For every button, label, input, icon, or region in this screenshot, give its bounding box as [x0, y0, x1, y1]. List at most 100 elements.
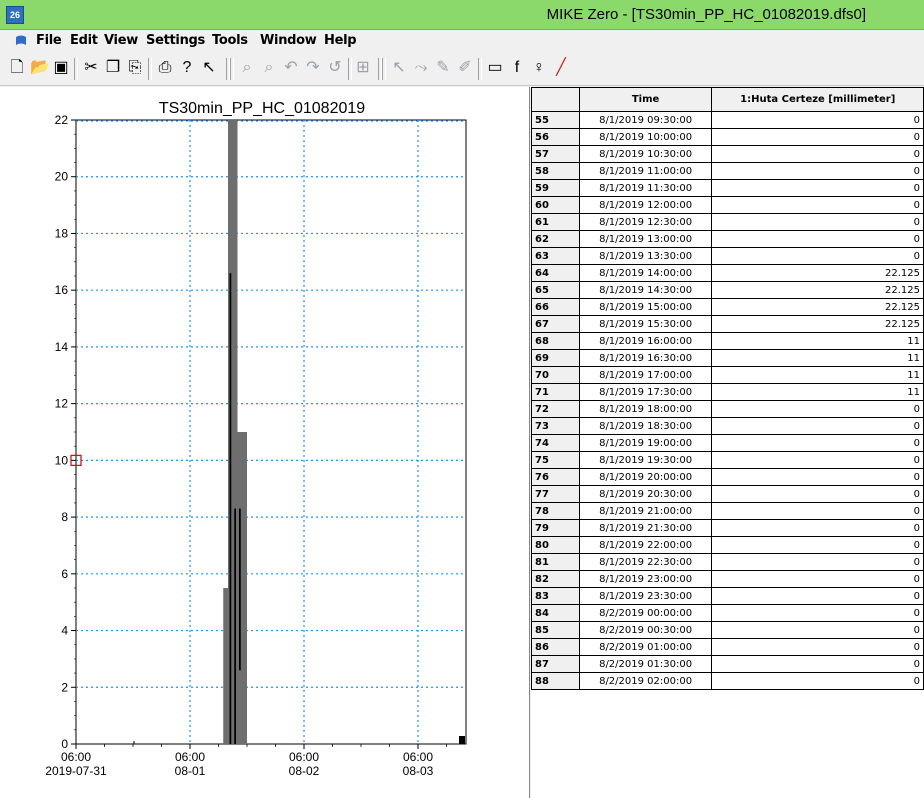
zoom-next-icon[interactable]: ↷ [306, 59, 320, 76]
row-index-cell[interactable]: 71 [531, 383, 580, 401]
menu-window[interactable]: Window [260, 33, 317, 48]
zoom-out-icon[interactable]: ⌕ [264, 59, 274, 76]
table-row[interactable]: 65 8/1/2019 14:30:00 22.125 [531, 281, 924, 299]
time-cell[interactable]: 8/1/2019 22:30:00 [578, 553, 713, 571]
value-cell[interactable]: 22.125 [711, 281, 924, 299]
time-cell[interactable]: 8/1/2019 14:00:00 [578, 264, 713, 282]
row-index-cell[interactable]: 81 [531, 553, 580, 571]
row-index-cell[interactable]: 57 [531, 145, 580, 163]
value-cell[interactable]: 0 [711, 213, 924, 231]
value-cell[interactable]: 0 [711, 519, 924, 537]
time-cell[interactable]: 8/1/2019 22:00:00 [578, 536, 713, 554]
time-cell[interactable]: 8/1/2019 17:30:00 [578, 383, 713, 401]
time-cell[interactable]: 8/1/2019 14:30:00 [578, 281, 713, 299]
eraser-icon[interactable]: ✐ [458, 59, 472, 76]
value-cell[interactable]: 0 [711, 179, 924, 197]
time-cell[interactable]: 8/2/2019 01:30:00 [578, 655, 713, 673]
row-index-cell[interactable]: 87 [531, 655, 580, 673]
value-cell[interactable]: 0 [711, 111, 924, 129]
time-cell[interactable]: 8/1/2019 23:30:00 [578, 587, 713, 605]
time-cell[interactable]: 8/2/2019 00:00:00 [578, 604, 713, 622]
select-icon[interactable]: ↖ [392, 59, 406, 76]
row-index-cell[interactable]: 83 [531, 587, 580, 605]
table-row[interactable]: 59 8/1/2019 11:30:00 0 [531, 179, 924, 197]
time-series-chart[interactable]: TS30min_PP_HC_01082019 0 2 4 6 8 10 12 14 16 18 20… [0, 87, 530, 798]
draw-icon[interactable]: ⤳ [414, 59, 428, 76]
table-row[interactable]: 75 8/1/2019 19:30:00 0 [531, 451, 924, 469]
time-cell[interactable]: 8/1/2019 11:30:00 [578, 179, 713, 197]
table-row[interactable]: 86 8/2/2019 01:00:00 0 [531, 638, 924, 656]
value-cell[interactable]: 0 [711, 400, 924, 418]
row-index-cell[interactable]: 74 [531, 434, 580, 452]
table-row[interactable]: 82 8/1/2019 23:00:00 0 [531, 570, 924, 588]
value-cell[interactable]: 0 [711, 672, 924, 690]
time-cell[interactable]: 8/1/2019 19:00:00 [578, 434, 713, 452]
time-cell[interactable]: 8/1/2019 10:00:00 [578, 128, 713, 146]
row-index-cell[interactable]: 78 [531, 502, 580, 520]
grid-icon[interactable]: ⊞ [356, 59, 370, 76]
time-cell[interactable]: 8/1/2019 17:00:00 [578, 366, 713, 384]
time-cell[interactable]: 8/1/2019 15:30:00 [578, 315, 713, 333]
value-cell[interactable]: 0 [711, 621, 924, 639]
time-cell[interactable]: 8/1/2019 09:30:00 [578, 111, 713, 129]
data-table-panel[interactable]: Time 1:Huta Certeze [millimeter] 55 8/1/2… [531, 87, 924, 798]
time-cell[interactable]: 8/2/2019 02:00:00 [578, 672, 713, 690]
row-index-cell[interactable]: 56 [531, 128, 580, 146]
row-index-cell[interactable]: 76 [531, 468, 580, 486]
time-cell[interactable]: 8/1/2019 10:30:00 [578, 145, 713, 163]
row-index-cell[interactable]: 70 [531, 366, 580, 384]
time-cell[interactable]: 8/1/2019 20:00:00 [578, 468, 713, 486]
value-cell[interactable]: 0 [711, 230, 924, 248]
function-icon[interactable]: f [514, 59, 520, 76]
rectangle-icon[interactable]: ▭ [487, 59, 503, 76]
time-cell[interactable]: 8/1/2019 13:00:00 [578, 230, 713, 248]
value-cell[interactable]: 0 [711, 638, 924, 656]
data-table[interactable]: Time 1:Huta Certeze [millimeter] 55 8/1/2… [531, 87, 924, 690]
value-column-header[interactable]: 1:Huta Certeze [millimeter] [711, 87, 924, 112]
table-row[interactable]: 78 8/1/2019 21:00:00 0 [531, 502, 924, 520]
value-cell[interactable]: 0 [711, 485, 924, 503]
open-icon[interactable]: 📂 [30, 59, 50, 76]
menu-help[interactable]: Help [324, 33, 357, 48]
table-row[interactable]: 67 8/1/2019 15:30:00 22.125 [531, 315, 924, 333]
row-index-cell[interactable]: 65 [531, 281, 580, 299]
time-cell[interactable]: 8/1/2019 12:30:00 [578, 213, 713, 231]
document-menu-icon[interactable] [14, 34, 28, 48]
row-index-cell[interactable]: 85 [531, 621, 580, 639]
table-row[interactable]: 57 8/1/2019 10:30:00 0 [531, 145, 924, 163]
table-row[interactable]: 60 8/1/2019 12:00:00 0 [531, 196, 924, 214]
time-cell[interactable]: 8/1/2019 13:30:00 [578, 247, 713, 265]
row-index-cell[interactable]: 62 [531, 230, 580, 248]
app-icon[interactable]: 26 [6, 6, 24, 24]
value-cell[interactable]: 0 [711, 587, 924, 605]
value-marker[interactable] [70, 454, 82, 466]
value-cell[interactable]: 0 [711, 468, 924, 486]
value-cell[interactable]: 0 [711, 196, 924, 214]
table-corner-header[interactable] [531, 87, 580, 112]
table-row[interactable]: 64 8/1/2019 14:00:00 22.125 [531, 264, 924, 282]
help-icon[interactable]: ? [182, 59, 192, 76]
table-row[interactable]: 70 8/1/2019 17:00:00 11 [531, 366, 924, 384]
value-cell[interactable]: 0 [711, 451, 924, 469]
row-index-cell[interactable]: 72 [531, 400, 580, 418]
zoom-prev-icon[interactable]: ↶ [284, 59, 298, 76]
table-row[interactable]: 88 8/2/2019 02:00:00 0 [531, 672, 924, 690]
row-index-cell[interactable]: 73 [531, 417, 580, 435]
row-index-cell[interactable]: 64 [531, 264, 580, 282]
value-cell[interactable]: 0 [711, 247, 924, 265]
time-cell[interactable]: 8/1/2019 16:30:00 [578, 349, 713, 367]
row-index-cell[interactable]: 82 [531, 570, 580, 588]
row-index-cell[interactable]: 67 [531, 315, 580, 333]
table-row[interactable]: 56 8/1/2019 10:00:00 0 [531, 128, 924, 146]
value-cell[interactable]: 22.125 [711, 264, 924, 282]
row-index-cell[interactable]: 69 [531, 349, 580, 367]
row-index-cell[interactable]: 63 [531, 247, 580, 265]
row-index-cell[interactable]: 59 [531, 179, 580, 197]
table-row[interactable]: 71 8/1/2019 17:30:00 11 [531, 383, 924, 401]
row-index-cell[interactable]: 79 [531, 519, 580, 537]
menu-view[interactable]: View [104, 33, 138, 48]
context-help-icon[interactable]: ↖ [202, 59, 216, 76]
time-cell[interactable]: 8/2/2019 00:30:00 [578, 621, 713, 639]
table-row[interactable]: 58 8/1/2019 11:00:00 0 [531, 162, 924, 180]
table-row[interactable]: 62 8/1/2019 13:00:00 0 [531, 230, 924, 248]
